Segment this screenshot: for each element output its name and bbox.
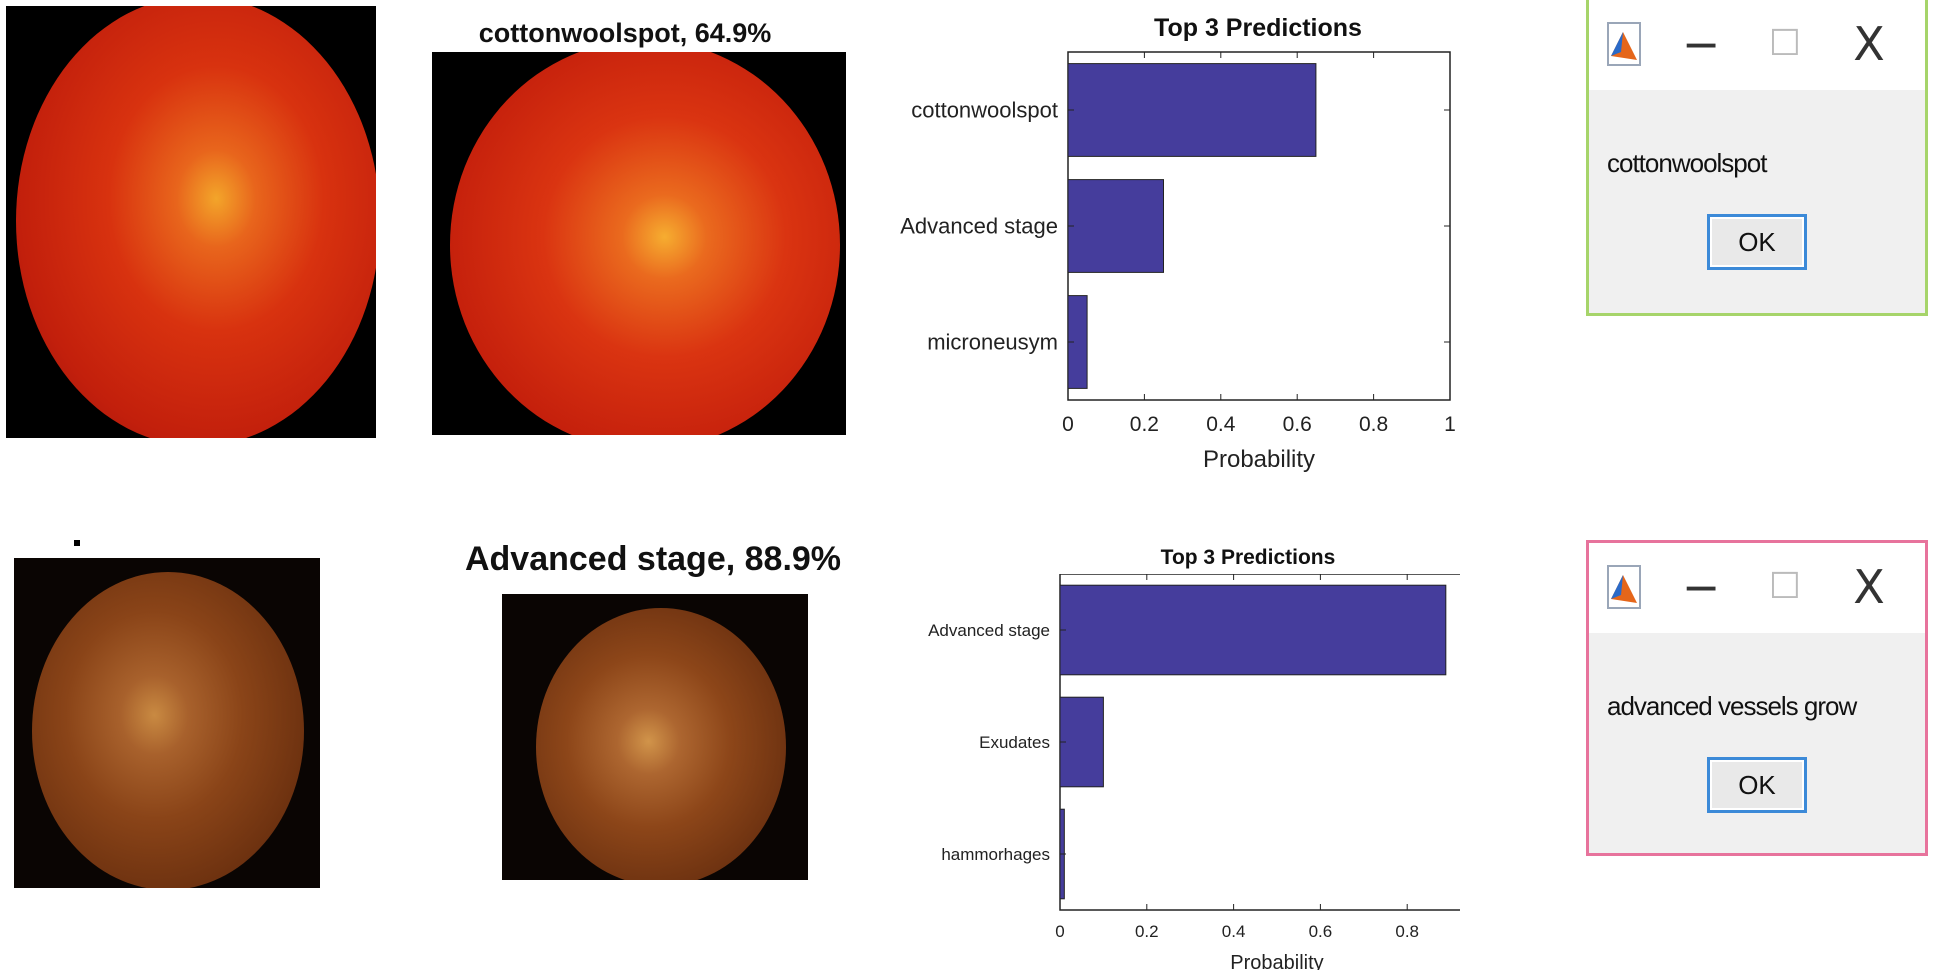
chart-title: Top 3 Predictions [1160,546,1336,569]
category-label: Advanced stage [900,214,1058,239]
x-tick-label: 0 [1055,922,1064,941]
fundus-image-original-1 [6,6,376,438]
ok-button[interactable]: OK [1707,757,1807,813]
fundus-image-original-2 [14,558,320,888]
ok-button[interactable]: OK [1707,214,1807,270]
message-dialog-2: − ☐ X advanced vessels grow OK [1586,540,1928,856]
message-dialog-1: − ☐ X cottonwoolspot OK [1586,0,1928,316]
x-tick-label: 0.4 [1206,413,1236,436]
category-label: microneusym [927,330,1058,355]
close-button[interactable]: X [1853,560,1885,614]
top3-predictions-chart-2: Advanced stage Exudates hammorhages 0 0.2 0.4… [928,574,1460,970]
x-tick-label: 0.2 [1135,922,1159,941]
minimize-button[interactable]: − [1681,560,1721,614]
category-label: Exudates [979,733,1050,752]
dialog-titlebar [1589,0,1925,90]
dialog-message: advanced vessels grow [1607,691,1857,721]
close-button[interactable]: X [1853,17,1885,71]
stray-mark [74,540,80,546]
category-label: hammorhages [941,845,1050,864]
x-tick-label: 0.8 [1395,922,1419,941]
bar-0 [1059,584,1447,676]
prediction-caption: Advanced stage, 88.9% [464,540,842,578]
bar-1 [1067,179,1164,273]
fundus-image-processed-2 [502,594,808,880]
x-tick-label: 0.8 [1359,413,1388,436]
x-tick-label: 0 [1062,413,1074,436]
x-axis-label: Probability [1230,952,1323,970]
x-tick-label: 0.4 [1222,922,1246,941]
x-tick-label: 1 [1444,413,1456,436]
bar-0 [1067,63,1317,157]
category-label: Advanced stage [928,621,1050,640]
matlab-logo-icon [1607,22,1641,66]
prediction-caption: cottonwoolspot, 64.9% [478,18,772,48]
chart-title: Top 3 Predictions [1154,14,1362,42]
x-tick-label: 0.2 [1130,413,1159,436]
top3-predictions-chart-1: cottonwoolspot Advanced stage microneusym 0… [900,51,1456,473]
bar-1 [1059,696,1104,788]
dialog-titlebar [1589,543,1925,633]
fundus-image-processed-1 [432,52,846,435]
maximize-button[interactable]: ☐ [1768,23,1802,64]
minimize-button[interactable]: − [1681,17,1721,71]
category-label: cottonwoolspot [911,98,1058,123]
x-tick-label: 0.6 [1283,413,1312,436]
maximize-button[interactable]: ☐ [1768,566,1802,607]
x-axis-label: Probability [1203,446,1315,473]
x-tick-label: 0.6 [1309,922,1333,941]
matlab-logo-icon [1607,565,1641,609]
dialog-message: cottonwoolspot [1607,148,1767,178]
